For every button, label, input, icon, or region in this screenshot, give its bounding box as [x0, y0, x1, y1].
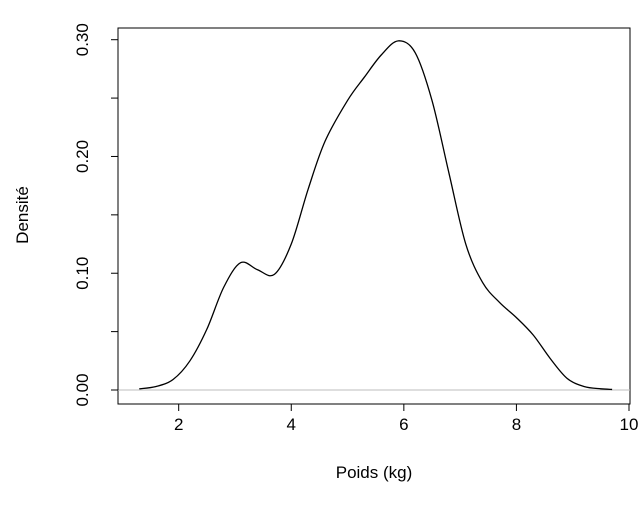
x-tick-label: 4	[287, 415, 296, 434]
x-tick-label: 8	[512, 415, 521, 434]
plot-box	[117, 27, 631, 405]
y-tick-label: 0.30	[73, 23, 92, 56]
y-tick-label: 0.20	[73, 140, 92, 173]
y-axis: 0.00 0.10 0.20 0.30	[73, 23, 119, 407]
x-tick-label: 2	[174, 415, 183, 434]
x-axis: 2 4 6 8 10	[174, 403, 639, 434]
x-tick-label: 10	[620, 415, 639, 434]
density-curve	[139, 40, 613, 391]
x-axis-title: Poids (kg)	[336, 463, 413, 482]
y-axis-title: Densité	[13, 186, 32, 244]
y-tick-label: 0.00	[73, 373, 92, 406]
x-tick-label: 6	[399, 415, 408, 434]
y-tick-label: 0.10	[73, 257, 92, 290]
